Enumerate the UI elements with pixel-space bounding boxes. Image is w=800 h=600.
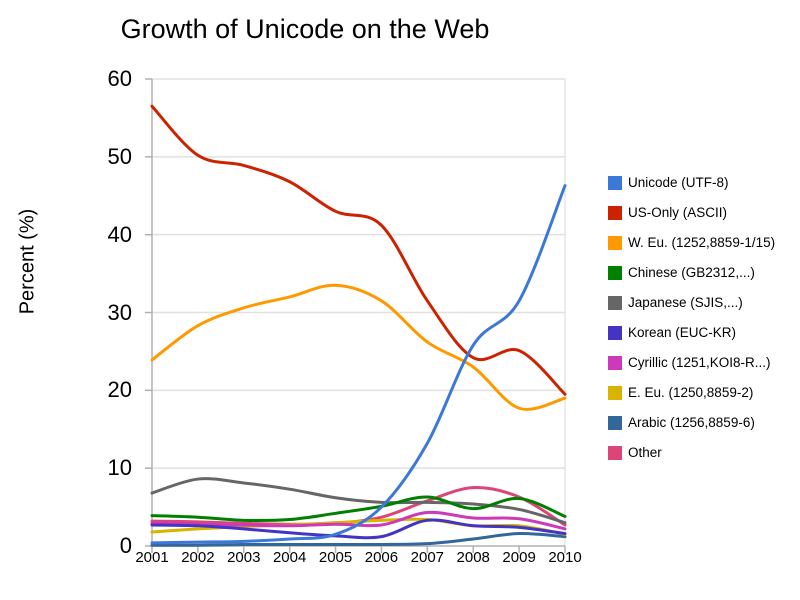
series-line bbox=[150, 184, 567, 545]
legend-item-label: W. Eu. (1252,8859-1/15) bbox=[628, 235, 776, 250]
series-line bbox=[150, 283, 567, 411]
legend-item[interactable]: US-Only (ASCII) bbox=[608, 198, 800, 228]
legend-color-swatch-icon bbox=[608, 446, 622, 460]
x-tick-label: 2009 bbox=[502, 549, 536, 566]
legend-item[interactable]: E. Eu. (1250,8859-2) bbox=[608, 378, 800, 408]
legend-item[interactable]: Cyrillic (1251,KOI8-R...) bbox=[608, 348, 800, 378]
legend-color-swatch-icon bbox=[608, 206, 622, 220]
legend-item-label: Chinese (GB2312,...) bbox=[628, 265, 755, 280]
series-line bbox=[150, 495, 567, 523]
series-line bbox=[150, 532, 567, 547]
legend-item[interactable]: Unicode (UTF-8) bbox=[608, 168, 800, 198]
x-tick-label: 2002 bbox=[181, 549, 215, 566]
x-tick-label: 2010 bbox=[548, 549, 582, 566]
x-tick-label: 2006 bbox=[364, 549, 399, 566]
y-tick-label: 50 bbox=[107, 143, 132, 169]
legend-item[interactable]: Chinese (GB2312,...) bbox=[608, 258, 800, 288]
x-tick-label: 2003 bbox=[227, 549, 261, 566]
legend-color-swatch-icon bbox=[608, 416, 622, 430]
x-tick-label: 2001 bbox=[135, 549, 169, 566]
y-tick-label: 40 bbox=[107, 221, 132, 247]
legend-color-swatch-icon bbox=[608, 176, 622, 190]
x-tick-label: 2007 bbox=[410, 549, 445, 566]
legend-item-label: E. Eu. (1250,8859-2) bbox=[628, 385, 754, 400]
series-line bbox=[150, 518, 567, 540]
legend-item-label: Unicode (UTF-8) bbox=[628, 175, 729, 190]
legend-item[interactable]: W. Eu. (1252,8859-1/15) bbox=[608, 228, 800, 258]
y-tick-label: 0 bbox=[119, 533, 132, 558]
legend-item[interactable]: Arabic (1256,8859-6) bbox=[608, 408, 800, 438]
legend-item[interactable]: Other bbox=[608, 438, 800, 468]
chart-title: Growth of Unicode on the Web bbox=[120, 14, 490, 44]
legend-item-label: US-Only (ASCII) bbox=[628, 205, 728, 220]
x-tick-label: 2004 bbox=[272, 549, 307, 566]
legend-color-swatch-icon bbox=[608, 296, 622, 310]
legend-item-label: Arabic (1256,8859-6) bbox=[628, 415, 755, 430]
series-line bbox=[150, 104, 567, 396]
chart-legend: Unicode (UTF-8) US-Only (ASCII) W. Eu. (12… bbox=[608, 168, 800, 468]
y-tick-label: 60 bbox=[107, 66, 132, 91]
legend-color-swatch-icon bbox=[608, 236, 622, 250]
legend-item-label: Korean (EUC-KR) bbox=[628, 325, 737, 340]
series-line bbox=[150, 477, 567, 525]
legend-item-label: Other bbox=[628, 445, 662, 460]
legend-item[interactable]: Japanese (SJIS,...) bbox=[608, 288, 800, 318]
legend-color-swatch-icon bbox=[608, 326, 622, 340]
legend-item-label: Japanese (SJIS,...) bbox=[628, 295, 743, 310]
y-tick-label: 10 bbox=[107, 455, 132, 481]
legend-color-swatch-icon bbox=[608, 356, 622, 370]
x-tick-label: 2005 bbox=[318, 549, 353, 566]
y-tick-label: 30 bbox=[107, 299, 132, 325]
x-tick-label: 2008 bbox=[456, 549, 490, 566]
legend-color-swatch-icon bbox=[608, 386, 622, 400]
legend-item-label: Cyrillic (1251,KOI8-R...) bbox=[628, 355, 771, 370]
y-axis-tick-labels: 0 10 20 30 40 50 60 bbox=[82, 0, 132, 600]
legend-item[interactable]: Korean (EUC-KR) bbox=[608, 318, 800, 348]
legend-color-swatch-icon bbox=[608, 266, 622, 280]
y-tick-label: 20 bbox=[107, 377, 132, 403]
